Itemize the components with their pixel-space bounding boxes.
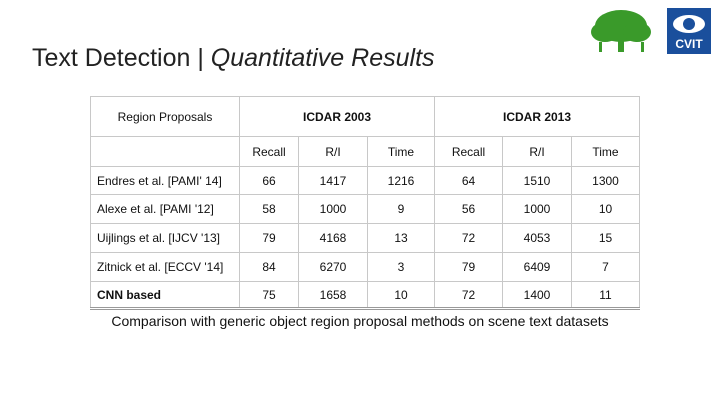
method-name: Endres et al. [PAMI' 14]: [90, 166, 240, 195]
tree-logo: [591, 10, 651, 52]
value-cell: 13: [367, 223, 435, 253]
cvit-logo: CVIT: [667, 8, 711, 54]
data-row: Endres et al. [PAMI' 14] 66 1417 1216 64 1510…: [90, 166, 640, 195]
value-cell: 3: [367, 252, 435, 282]
results-table: Region Proposals ICDAR 2003 ICDAR 2013 Reca…: [90, 96, 640, 310]
slide-title: Text Detection | Quantitative Results: [32, 44, 435, 73]
value-cell: 1658: [298, 281, 368, 310]
subheader: Recall: [434, 136, 503, 167]
empty-cell: [90, 136, 240, 167]
method-name: Zitnick et al. [ECCV '14]: [90, 252, 240, 282]
table-body: Region Proposals ICDAR 2003 ICDAR 2013 Reca…: [90, 96, 640, 310]
method-name: Uijlings et al. [IJCV '13]: [90, 223, 240, 253]
value-cell: 1000: [298, 194, 368, 224]
subheader: Recall: [239, 136, 299, 167]
value-cell: 7: [571, 252, 640, 282]
title-main: Text Detection |: [32, 44, 211, 72]
value-cell: 72: [434, 223, 503, 253]
logo-text: CVIT: [675, 37, 703, 51]
value-cell: 10: [367, 281, 435, 310]
value-cell: 1216: [367, 166, 435, 195]
data-row: Uijlings et al. [IJCV '13] 79 4168 13 72 4053…: [90, 223, 640, 253]
value-cell: 1417: [298, 166, 368, 195]
caption: Comparison with generic object region pr…: [111, 313, 609, 329]
value-cell: 75: [239, 281, 299, 310]
value-cell: 1510: [502, 166, 572, 195]
subheader: Time: [367, 136, 435, 167]
value-cell: 4053: [502, 223, 572, 253]
value-cell: 66: [239, 166, 299, 195]
header-row: Region Proposals ICDAR 2003 ICDAR 2013: [90, 96, 640, 137]
subheader-row: Recall R/I Time Recall R/I Time: [90, 136, 640, 167]
value-cell: 6270: [298, 252, 368, 282]
subheader: R/I: [298, 136, 368, 167]
value-cell: 6409: [502, 252, 572, 282]
corner-cell: Region Proposals: [90, 96, 240, 137]
group-header: ICDAR 2003: [239, 96, 435, 137]
value-cell: 64: [434, 166, 503, 195]
value-cell: 9: [367, 194, 435, 224]
value-cell: 1000: [502, 194, 572, 224]
group-header: ICDAR 2013: [434, 96, 640, 137]
method-name: Alexe et al. [PAMI '12]: [90, 194, 240, 224]
value-cell: 15: [571, 223, 640, 253]
title-italic: Quantitative Results: [210, 44, 435, 72]
value-cell: 84: [239, 252, 299, 282]
data-row: Zitnick et al. [ECCV '14] 84 6270 3 79 6409 7: [90, 252, 640, 282]
value-cell: 1300: [571, 166, 640, 195]
method-name: CNN based: [90, 281, 240, 310]
subheader: Time: [571, 136, 640, 167]
value-cell: 11: [571, 281, 640, 310]
data-row: Alexe et al. [PAMI '12] 58 1000 9 56 1000 10: [90, 194, 640, 224]
logos: CVIT: [591, 8, 711, 54]
data-row: CNN based 75 1658 10 72 1400 11: [90, 281, 640, 310]
value-cell: 4168: [298, 223, 368, 253]
value-cell: 10: [571, 194, 640, 224]
value-cell: 1400: [502, 281, 572, 310]
value-cell: 58: [239, 194, 299, 224]
value-cell: 79: [434, 252, 503, 282]
value-cell: 79: [239, 223, 299, 253]
value-cell: 56: [434, 194, 503, 224]
subheader: R/I: [502, 136, 572, 167]
value-cell: 72: [434, 281, 503, 310]
